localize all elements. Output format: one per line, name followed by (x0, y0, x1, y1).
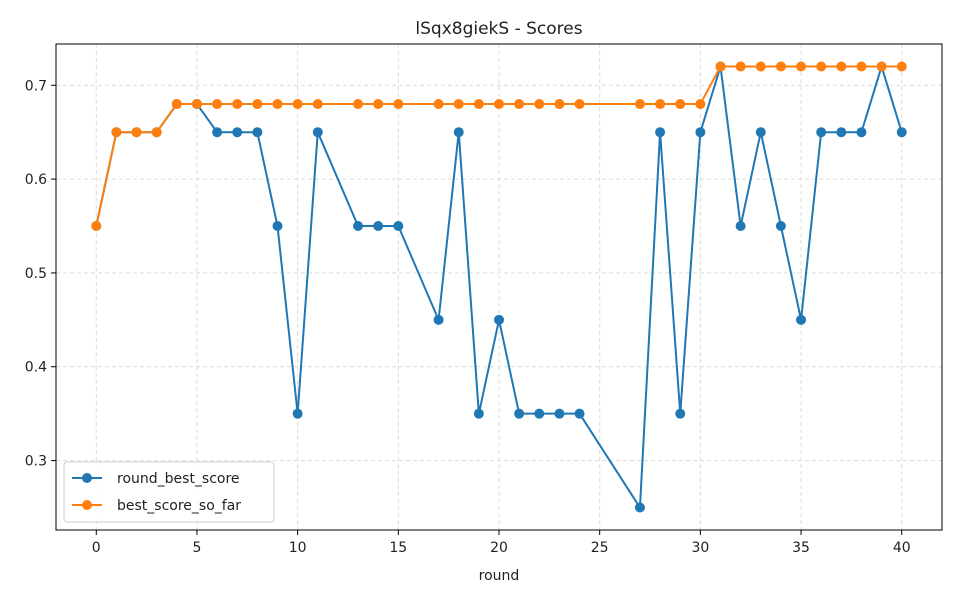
data-point-round-best-score (292, 408, 303, 419)
data-point-best-score-so-far (534, 99, 545, 110)
data-point-round-best-score (252, 127, 263, 138)
data-point-round-best-score (554, 408, 565, 419)
series-best-score-so-far (91, 61, 907, 232)
y-tick-label: 0.4 (25, 360, 47, 376)
y-tick-label: 0.6 (25, 172, 47, 188)
x-tick-label: 5 (192, 540, 201, 556)
data-point-round-best-score (836, 127, 847, 138)
x-tick-label: 30 (691, 540, 709, 556)
data-point-best-score-so-far (876, 61, 887, 72)
data-point-round-best-score (796, 314, 807, 325)
x-tick-label: 10 (289, 540, 307, 556)
data-point-best-score-so-far (695, 99, 706, 110)
data-point-best-score-so-far (775, 61, 786, 72)
legend-label-best-score-so-far: best_score_so_far (117, 498, 241, 514)
grid-lines (56, 44, 942, 530)
data-point-best-score-so-far (373, 99, 384, 110)
data-point-round-best-score (353, 221, 364, 232)
data-point-round-best-score (453, 127, 464, 138)
data-point-round-best-score (373, 221, 384, 232)
legend: round_best_score best_score_so_far (63, 461, 275, 523)
data-point-round-best-score (574, 408, 585, 419)
data-point-round-best-score (675, 408, 686, 419)
data-point-round-best-score (494, 314, 504, 325)
data-point-best-score-so-far (514, 99, 525, 110)
data-point-round-best-score (272, 221, 283, 232)
data-point-best-score-so-far (292, 99, 303, 110)
data-point-best-score-so-far (111, 127, 122, 138)
data-point-best-score-so-far (896, 61, 907, 72)
legend-marker-best-score-so-far (82, 500, 92, 510)
data-point-best-score-so-far (796, 61, 807, 72)
data-point-round-best-score (393, 221, 404, 232)
data-point-best-score-so-far (272, 99, 283, 110)
data-point-best-score-so-far (171, 99, 182, 110)
data-point-round-best-score (473, 408, 484, 419)
x-tick-label: 15 (389, 540, 407, 556)
series-line-best-score-so-far (95, 65, 902, 227)
data-point-best-score-so-far (131, 127, 142, 138)
x-axis-title: round (479, 568, 520, 584)
x-tick-label: 40 (893, 540, 911, 556)
data-point-best-score-so-far (212, 99, 223, 110)
x-tick-label: 35 (792, 540, 810, 556)
data-point-best-score-so-far (574, 99, 585, 110)
data-point-best-score-so-far (232, 99, 243, 110)
data-point-best-score-so-far (836, 61, 847, 72)
data-point-best-score-so-far (735, 61, 746, 72)
chart-title: lSqx8giekS - Scores (415, 19, 582, 39)
y-tick-label: 0.5 (25, 266, 47, 282)
data-point-round-best-score (655, 127, 666, 138)
data-point-best-score-so-far (353, 99, 364, 110)
data-point-round-best-score (433, 314, 444, 325)
data-point-best-score-so-far (554, 99, 565, 110)
data-point-best-score-so-far (191, 99, 202, 110)
x-tick-label: 0 (92, 540, 101, 556)
data-point-round-best-score (856, 127, 867, 138)
data-point-round-best-score (232, 127, 243, 138)
series-layer (91, 61, 907, 513)
data-point-best-score-so-far (473, 99, 484, 110)
data-point-round-best-score (514, 408, 525, 419)
legend-marker-round-best-score (82, 473, 92, 483)
data-point-best-score-so-far (634, 99, 645, 110)
data-point-best-score-so-far (453, 99, 464, 110)
data-point-best-score-so-far (816, 61, 827, 72)
x-tick-label: 20 (490, 540, 508, 556)
y-tick-label: 0.3 (25, 454, 47, 470)
data-point-best-score-so-far (312, 99, 323, 110)
legend-box (63, 461, 275, 523)
data-point-round-best-score (775, 221, 786, 232)
data-point-round-best-score (534, 408, 545, 419)
data-point-best-score-so-far (252, 99, 263, 110)
data-point-round-best-score (695, 127, 706, 138)
data-point-best-score-so-far (91, 221, 102, 232)
data-point-round-best-score (896, 127, 907, 138)
y-tick-label: 0.7 (25, 78, 47, 94)
data-point-best-score-so-far (755, 61, 766, 72)
data-point-best-score-so-far (675, 99, 686, 110)
data-point-best-score-so-far (433, 99, 444, 110)
data-point-round-best-score (735, 221, 746, 232)
data-point-round-best-score (212, 127, 223, 138)
data-point-round-best-score (755, 127, 766, 138)
data-point-best-score-so-far (393, 99, 404, 110)
x-tick-label: 25 (591, 540, 609, 556)
data-point-round-best-score (634, 502, 645, 513)
axis-ticks: 0 5 10 15 20 25 30 35 40 0.3 0.4 0.5 0.6 0.7 (25, 78, 911, 556)
data-point-best-score-so-far (856, 61, 867, 72)
data-point-best-score-so-far (715, 61, 726, 72)
data-point-round-best-score (312, 127, 323, 138)
data-point-best-score-so-far (151, 127, 162, 138)
data-point-round-best-score (816, 127, 827, 138)
legend-label-round-best-score: round_best_score (117, 471, 240, 487)
data-point-best-score-so-far (655, 99, 666, 110)
data-point-best-score-so-far (494, 99, 504, 110)
